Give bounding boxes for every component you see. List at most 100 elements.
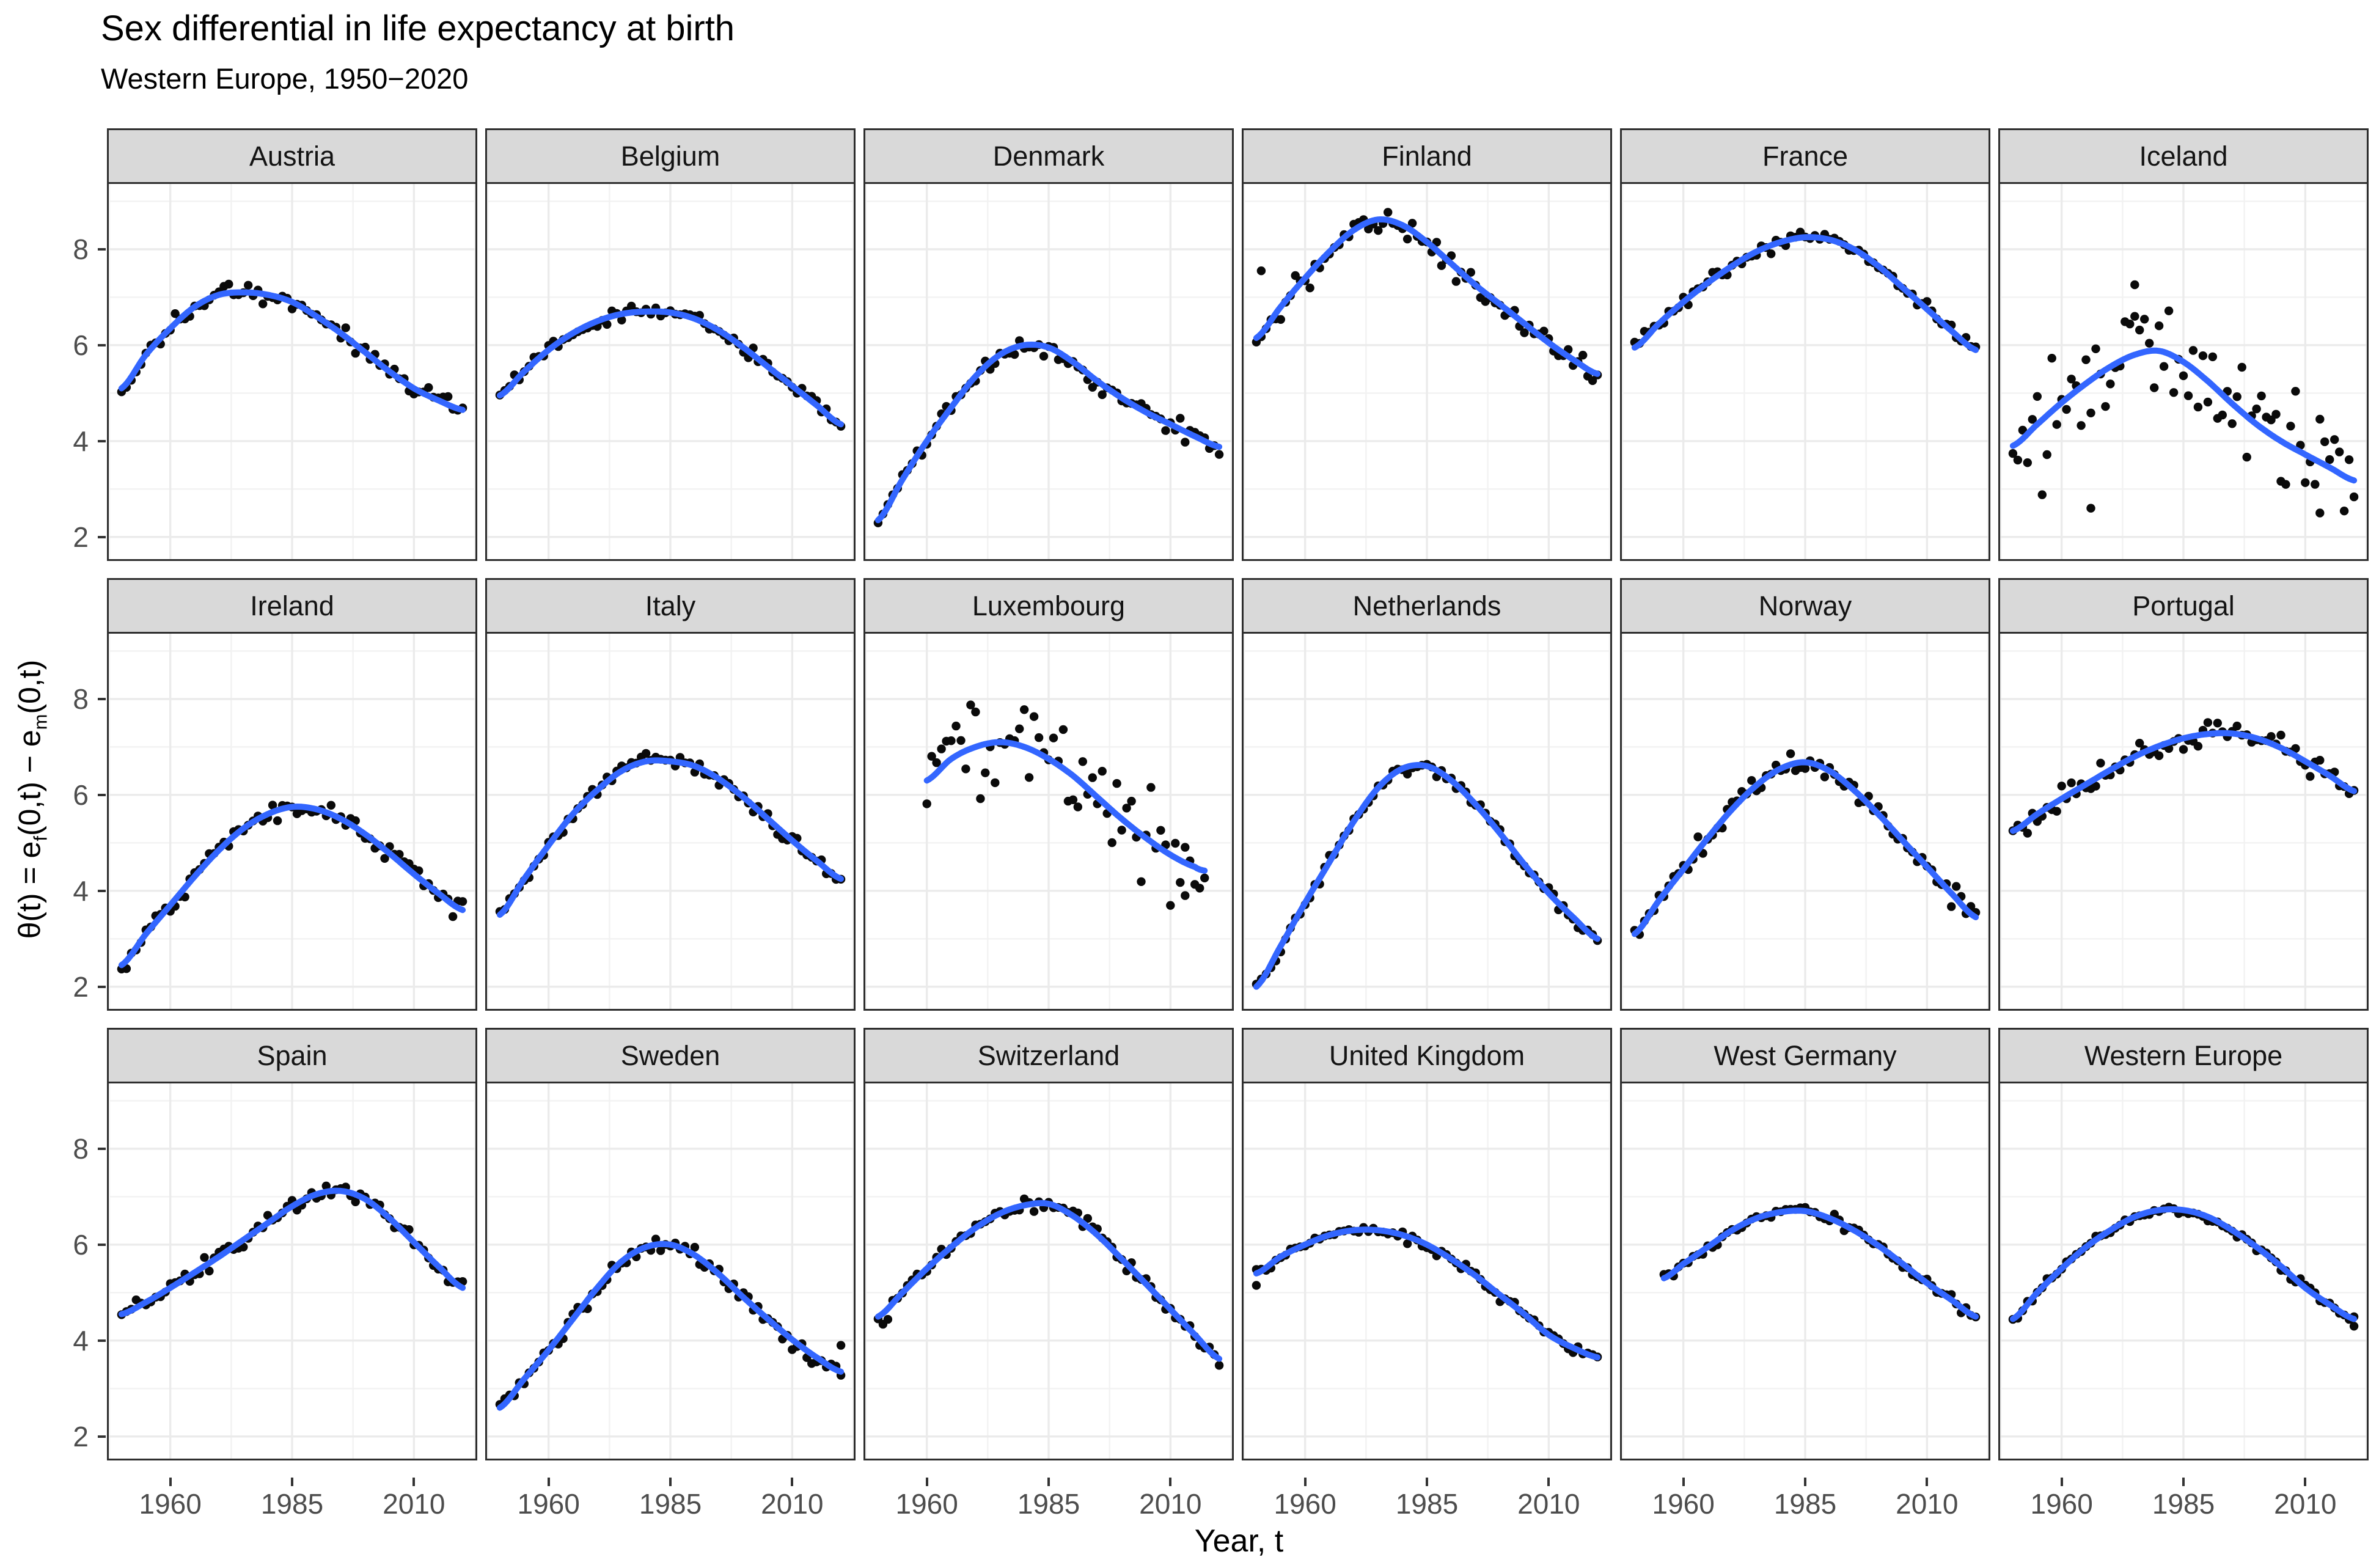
data-point [351, 1197, 360, 1206]
data-point [1024, 773, 1034, 782]
panel-border [1242, 182, 1612, 561]
smooth-line [874, 1200, 1223, 1362]
data-point [2271, 409, 2281, 419]
data-point [1451, 277, 1461, 286]
data-point [2281, 480, 2290, 489]
x-tick-label: 2010 [1517, 1488, 1580, 1520]
gridlines-major [863, 632, 1234, 1011]
data-point-outlier [2086, 504, 2095, 513]
data-point [2052, 420, 2061, 429]
data-point [1214, 1361, 1224, 1370]
data-point [2291, 387, 2300, 396]
y-axis-label-part: θ(t) = e [12, 841, 47, 939]
facet-western-europe: Western Europe [1998, 1028, 2369, 1460]
data-point [2335, 447, 2344, 456]
x-tick-mark [169, 1478, 172, 1486]
data-point [690, 1242, 700, 1252]
facet-netherlands: Netherlands [1242, 578, 1612, 1011]
x-tick-mark [2304, 1478, 2307, 1486]
data-point [2033, 392, 2042, 401]
data-point [2203, 397, 2213, 407]
y-axis-label-sub-m: m [29, 714, 51, 730]
data-point [1947, 902, 1956, 911]
x-tick-mark [1547, 1478, 1550, 1486]
data-point [2193, 742, 2203, 751]
facet-grid: 8 6 4 2 Austria Belgium Denmark Finland France Ic… [0, 128, 2379, 1520]
panel-svg-switzerland [863, 1082, 1234, 1460]
data-point [2188, 346, 2198, 355]
data-point [2311, 480, 2320, 489]
smooth-line [2009, 1206, 2358, 1322]
facet-luxembourg: Luxembourg [863, 578, 1234, 1011]
panel-border [485, 1082, 856, 1460]
facet-row-3: 8 6 4 2 Spain Sweden Switzerland United Kingdom… [0, 1028, 2379, 1460]
facet-strip: Finland [1242, 128, 1612, 182]
facet-strip-label: Luxembourg [972, 590, 1126, 621]
x-tick-label: 1960 [2030, 1488, 2093, 1520]
facet-strip-label: Spain [257, 1039, 328, 1071]
data-point [1088, 773, 1097, 782]
panel-svg-luxembourg [863, 632, 1234, 1011]
smooth-line [874, 342, 1223, 524]
data-point [2208, 352, 2217, 362]
y-tick-mark [98, 697, 106, 700]
data-point [1156, 826, 1165, 835]
facet-belgium: Belgium [485, 128, 856, 561]
data-point [2086, 408, 2095, 417]
data-point-outlier [1256, 266, 1266, 276]
facet-strip-label: Norway [1758, 590, 1852, 621]
data-point [2306, 772, 2315, 781]
x-tick-box: 1960 1985 2010 [1242, 1478, 1612, 1520]
x-tick-label: 2010 [1139, 1488, 1202, 1520]
y-axis-label-sub-f: f [29, 836, 51, 841]
data-point [2349, 492, 2359, 502]
x-tick-mark [412, 1478, 416, 1486]
data-point [2028, 415, 2037, 424]
facet-strip: France [1620, 128, 1990, 182]
data-point [1800, 764, 1810, 773]
x-tick-box: 1960 1985 2010 [485, 1478, 856, 1520]
facet-strip-label: Switzerland [977, 1039, 1120, 1071]
x-tick-label: 2010 [1896, 1488, 1959, 1520]
y-axis-label: θ(t) = ef(0,t) − em(0,t) [12, 660, 52, 939]
data-point [2267, 416, 2276, 425]
facet-strip-label: West Germany [1714, 1039, 1897, 1071]
data-point [2081, 355, 2091, 364]
data-point [2315, 755, 2325, 765]
smooth-line [1660, 1207, 1979, 1320]
data-point [2232, 392, 2242, 401]
data-point-outlier [836, 1341, 846, 1350]
data-point [991, 778, 1000, 788]
x-tick-label: 2010 [2274, 1488, 2337, 1520]
data-point [2179, 371, 2188, 381]
data-point [1098, 766, 1107, 776]
data-point [1200, 873, 1209, 882]
x-axis-gutter-spacer [0, 1478, 107, 1517]
x-tick-label: 2010 [383, 1488, 445, 1520]
y-tick-label: 2 [73, 1420, 89, 1453]
data-point [1107, 838, 1116, 848]
data-point [1747, 776, 1756, 785]
y-tick-label: 2 [73, 521, 89, 553]
data-point [1098, 390, 1107, 400]
smooth-line [496, 757, 845, 918]
x-tick-label: 1985 [2152, 1488, 2215, 1520]
data-point [2154, 751, 2164, 760]
chart-subtitle: Western Europe, 1950−2020 [101, 62, 469, 95]
facet-united-kingdom: United Kingdom [1242, 1028, 1612, 1460]
data-point [1122, 804, 1131, 813]
facet-strip: Netherlands [1242, 578, 1612, 632]
data-point [1117, 826, 1126, 835]
data-point [458, 897, 467, 906]
panel-svg-finland [1242, 182, 1612, 561]
data-point [1820, 772, 1830, 782]
x-tick-mark [1169, 1478, 1172, 1486]
data-point [2145, 339, 2154, 348]
data-point [966, 700, 975, 709]
facet-row-1: 8 6 4 2 Austria Belgium Denmark Finland France Ic… [0, 128, 2379, 561]
panel-border [863, 632, 1234, 1011]
panel-border [107, 182, 477, 561]
smooth-line [118, 1187, 466, 1317]
data-point [1402, 235, 1412, 244]
facet-strip-label: Austria [249, 140, 335, 172]
